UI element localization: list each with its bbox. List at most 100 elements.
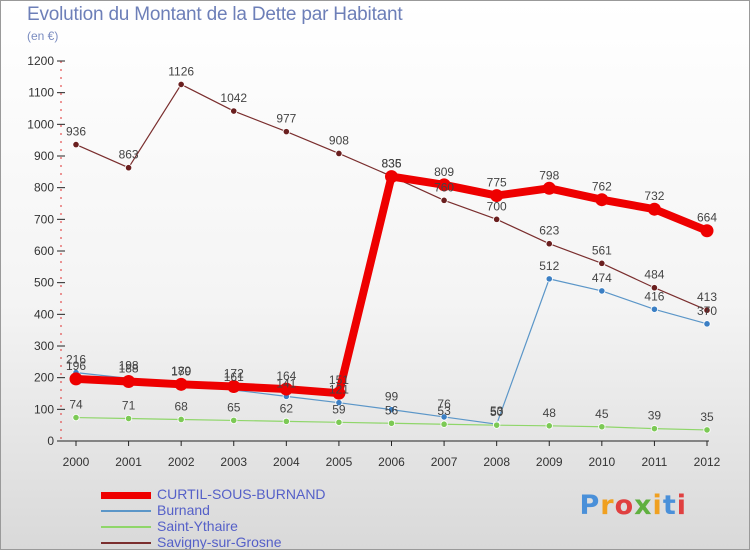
y-tick-label: 0: [47, 434, 54, 448]
data-point: [282, 128, 290, 136]
data-label: 416: [644, 289, 664, 303]
data-label: 48: [543, 406, 557, 420]
legend-label: Savigny-sur-Grosne: [157, 534, 282, 550]
x-tick-label: 2000: [63, 455, 90, 469]
data-label: 198: [119, 358, 139, 372]
data-point: [385, 170, 398, 184]
data-label: 53: [437, 404, 451, 418]
data-point: [703, 426, 711, 434]
y-tick-label: 600: [34, 244, 54, 258]
data-point: [332, 386, 346, 400]
data-label: 370: [697, 304, 717, 318]
data-point: [440, 420, 448, 428]
y-tick-label: 900: [34, 149, 54, 163]
data-label: 216: [66, 353, 86, 367]
data-point: [595, 193, 609, 207]
logo-letter: r: [600, 490, 615, 521]
series-line-savigny-sur-grosne: [75, 83, 708, 311]
data-point: [440, 413, 448, 421]
data-point: [650, 284, 659, 292]
data-label: 936: [66, 125, 86, 139]
data-label: 53: [490, 404, 504, 418]
data-label: 121: [329, 383, 349, 397]
data-label: 196: [66, 359, 86, 373]
data-label: 561: [592, 243, 612, 257]
data-label: 835: [381, 157, 401, 171]
proxiti-logo: Proxiti: [579, 490, 687, 521]
data-label: 775: [487, 176, 507, 190]
data-label: 35: [700, 410, 714, 424]
data-point: [124, 414, 133, 423]
data-label: 74: [69, 398, 83, 412]
series-line-curtil-sous-burnand: [72, 172, 711, 398]
data-label: 760: [434, 180, 454, 194]
data-label: 977: [276, 112, 296, 126]
legend-label: Burnand: [157, 502, 210, 518]
data-label: 188: [119, 361, 139, 375]
data-label: 50: [490, 405, 504, 419]
y-tick-label: 300: [34, 339, 54, 353]
y-tick-label: 700: [34, 212, 54, 226]
data-label: 65: [227, 400, 241, 414]
data-label: 836: [381, 156, 401, 170]
data-point: [72, 141, 80, 149]
data-label: 141: [276, 376, 296, 390]
data-point: [490, 189, 504, 203]
legend-swatch: [101, 491, 151, 499]
y-tick-label: 200: [34, 371, 54, 385]
data-point: [545, 240, 553, 248]
y-tick-label: 1100: [28, 86, 54, 100]
data-label: 413: [697, 290, 717, 304]
data-label: 474: [592, 271, 612, 285]
x-tick-label: 2006: [378, 455, 405, 469]
data-label: 762: [592, 180, 612, 194]
y-tick-label: 400: [34, 307, 54, 321]
y-tick-label: 1000: [27, 117, 54, 131]
data-label: 1126: [168, 64, 194, 78]
data-label: 180: [171, 364, 191, 378]
data-point: [647, 202, 661, 216]
data-label: 151: [329, 373, 349, 387]
data-label: 164: [276, 369, 296, 383]
logo-letter: i: [652, 490, 663, 521]
data-point: [545, 422, 553, 430]
data-label: 512: [539, 259, 559, 273]
y-tick-label: 800: [34, 181, 54, 195]
data-label: 809: [434, 165, 454, 179]
data-label: 179: [171, 364, 191, 378]
data-point: [387, 419, 396, 427]
data-label: 161: [224, 370, 244, 384]
data-label: 484: [644, 268, 664, 282]
data-point: [230, 107, 238, 115]
data-point: [177, 415, 185, 424]
logo-letter: x: [634, 490, 653, 521]
x-tick-label: 2003: [220, 455, 247, 469]
logo-letter: P: [579, 490, 601, 521]
data-label: 908: [329, 133, 349, 147]
data-point: [493, 421, 501, 429]
data-label: 172: [224, 367, 244, 381]
data-point: [703, 306, 711, 314]
data-point: [72, 413, 80, 422]
data-point: [440, 196, 448, 204]
legend-swatch: [101, 526, 151, 528]
data-label: 623: [539, 224, 559, 238]
data-point: [545, 275, 553, 283]
data-point: [174, 377, 188, 391]
x-tick-label: 2009: [536, 455, 563, 469]
x-tick-label: 2002: [168, 455, 195, 469]
data-point: [227, 380, 241, 394]
data-label: 732: [644, 189, 664, 203]
data-point: [493, 215, 501, 223]
data-label: 798: [539, 168, 559, 182]
legend-label: CURTIL-SOUS-BURNAND: [157, 486, 326, 502]
y-tick-label: 1200: [27, 54, 54, 68]
data-point: [437, 178, 451, 192]
data-label: 39: [648, 409, 662, 423]
data-point: [230, 416, 238, 425]
data-point: [282, 417, 290, 425]
x-tick-label: 2007: [431, 455, 458, 469]
data-label: 71: [122, 399, 136, 413]
logo-letter: o: [614, 490, 635, 521]
data-label: 68: [174, 399, 188, 413]
